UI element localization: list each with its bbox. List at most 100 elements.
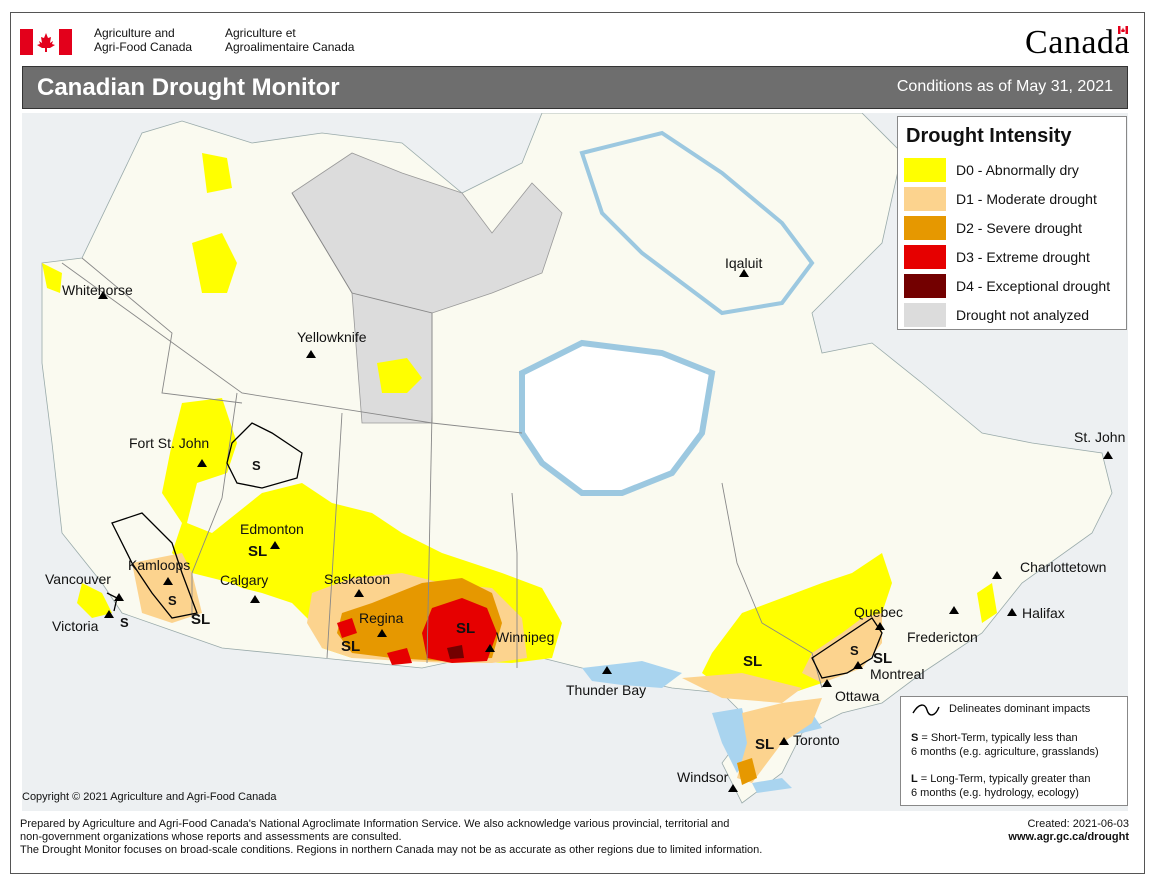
d0-nwt-3: [377, 358, 422, 393]
city-label-kamloops: Kamloops: [128, 557, 191, 573]
impact-label-ontario: SL: [743, 653, 763, 670]
marker-winnipeg: [485, 644, 495, 652]
city-label-windsor: Windsor: [677, 769, 729, 785]
city-label-ottawa: Ottawa: [835, 688, 880, 704]
d1-eastern-ontario: [682, 673, 802, 703]
marker-iqaluit: [739, 269, 749, 277]
city-label-victoria: Victoria: [52, 618, 99, 634]
d3-manitoba: [422, 598, 497, 663]
impact-label-bc: SL: [191, 611, 211, 628]
legend-label-d0: D0 - Abnormally dry: [956, 162, 1079, 178]
city-label-winnipeg: Winnipeg: [496, 629, 555, 645]
marker-whitehorse: [98, 291, 108, 299]
impacts-short-term: S = Short-Term, typically less than 6 mo…: [911, 731, 1099, 759]
dept-en-line1: Agriculture and: [94, 26, 175, 40]
city-label-yellowknife: Yellowknife: [297, 329, 367, 345]
d0-maritimes: [977, 583, 997, 623]
city-label-toronto: Toronto: [793, 732, 840, 748]
impact-delineations: [106, 422, 883, 679]
marker-calgary: [250, 595, 260, 603]
impacts-long-term: L = Long-Term, typically greater than 6 …: [911, 772, 1090, 800]
legend-swatch-d3: [904, 245, 946, 269]
border-yukon-nwt: [81, 257, 243, 404]
arctic-islands: [579, 130, 815, 316]
marker-vancouver: [114, 593, 124, 601]
impact-line-quebec: [811, 617, 883, 679]
city-label-fredericton: Fredericton: [907, 629, 978, 645]
footer-right: Created: 2021-06-03 www.agr.gc.ca/drough…: [1008, 818, 1129, 844]
d3-sask-1: [337, 618, 357, 638]
legend-item-d1: D1 - Moderate drought: [904, 187, 1124, 212]
marker-thunderbay: [602, 666, 612, 674]
impact-label-montreal: SL: [873, 650, 893, 667]
header: Agriculture and Agri-Food Canada Agricul…: [20, 24, 1130, 62]
footer-line-2: non-government organizations whose repor…: [20, 831, 402, 843]
d1-southern-ontario: [737, 698, 822, 783]
d0-west-edge: [42, 263, 62, 293]
legend-item-d0: D0 - Abnormally dry: [904, 158, 1124, 183]
drought-intensity-legend: Drought Intensity D0 - Abnormally dry D1…: [897, 116, 1127, 330]
delineation-line-icon: [912, 704, 940, 716]
impact-label-edmonton: SL: [248, 543, 268, 560]
border-sk-mb: [426, 412, 433, 664]
created-date: Created: 2021-06-03: [1027, 818, 1129, 830]
marker-ottawa: [822, 679, 832, 687]
impact-label-toronto: SL: [755, 736, 775, 753]
d2-windsor: [737, 758, 757, 785]
impact-label-manitoba: SL: [456, 620, 476, 637]
city-label-regina: Regina: [359, 610, 404, 626]
wordmark-flag-icon: [1118, 26, 1128, 34]
impact-label-victoria: S: [120, 615, 129, 630]
city-label-vancouver: Vancouver: [45, 571, 111, 587]
impacts-s-key: S: [911, 732, 919, 744]
department-name-french: Agriculture et Agroalimentaire Canada: [225, 26, 354, 54]
city-label-halifax: Halifax: [1022, 605, 1065, 621]
dept-fr-line2: Agroalimentaire Canada: [225, 40, 355, 54]
impact-label-fortstjohn: S: [252, 458, 261, 473]
dept-en-line2: Agri-Food Canada: [94, 40, 193, 54]
city-label-montreal: Montreal: [870, 666, 925, 682]
legend-label-d2: D2 - Severe drought: [956, 220, 1083, 236]
impacts-l-text-2: 6 months (e.g. hydrology, ecology): [911, 787, 1079, 799]
city-label-quebec: Quebec: [854, 604, 904, 620]
marker-fortstjohn: [197, 459, 207, 467]
copyright: Copyright © 2021 Agriculture and Agri-Fo…: [22, 791, 277, 803]
impact-line-kamloops: [111, 512, 198, 619]
border-bc-ab: [191, 392, 238, 618]
page-title: Canadian Drought Monitor: [37, 74, 340, 101]
impacts-delineates-text: Delineates dominant impacts: [949, 703, 1091, 715]
marker-halifax: [1007, 608, 1017, 616]
city-label-whitehorse: Whitehorse: [62, 282, 133, 298]
d0-nwt-2: [192, 233, 237, 293]
city-label-iqaluit: Iqaluit: [725, 255, 763, 271]
city-markers: [98, 269, 1113, 792]
marker-windsor: [728, 784, 738, 792]
d3-sask-2: [387, 648, 412, 665]
impacts-s-text-2: 6 months (e.g. agriculture, grasslands): [911, 746, 1099, 758]
city-label-saskatoon: Saskatoon: [324, 571, 391, 587]
marker-montreal: [853, 661, 863, 669]
hudson-bay: [519, 339, 716, 496]
city-label-stjohn: St. John: [1074, 429, 1126, 445]
border-ab-sk: [326, 412, 343, 659]
impacts-s-text-1: = Short-Term, typically less than: [918, 732, 1078, 744]
dept-fr-line1: Agriculture et: [225, 26, 296, 40]
title-bar: Canadian Drought Monitor Conditions as o…: [22, 66, 1128, 109]
legend-item-d3: D3 - Extreme drought: [904, 245, 1124, 270]
marker-toronto: [779, 737, 789, 745]
canada-wordmark: Canada: [1025, 24, 1130, 61]
footer-line-3: The Drought Monitor focuses on broad-sca…: [20, 844, 763, 856]
drought-url-link[interactable]: www.agr.gc.ca/drought: [1008, 831, 1129, 843]
marker-victoria: [104, 610, 114, 618]
border-60-parallel: [61, 262, 523, 434]
legend-label-d4: D4 - Exceptional drought: [956, 278, 1111, 294]
marker-edmonton: [270, 541, 280, 549]
border-mb-on: [511, 492, 518, 668]
legend-swatch-not-analyzed: [904, 303, 946, 327]
d0-yukon-nwt-1: [202, 153, 232, 193]
d1-bc-interior: [132, 553, 202, 623]
footer-notes: Prepared by Agriculture and Agri-Food Ca…: [20, 818, 762, 857]
d4-region: [447, 645, 464, 659]
marker-stjohn: [1103, 451, 1113, 459]
marker-charlottetown: [992, 571, 1002, 579]
